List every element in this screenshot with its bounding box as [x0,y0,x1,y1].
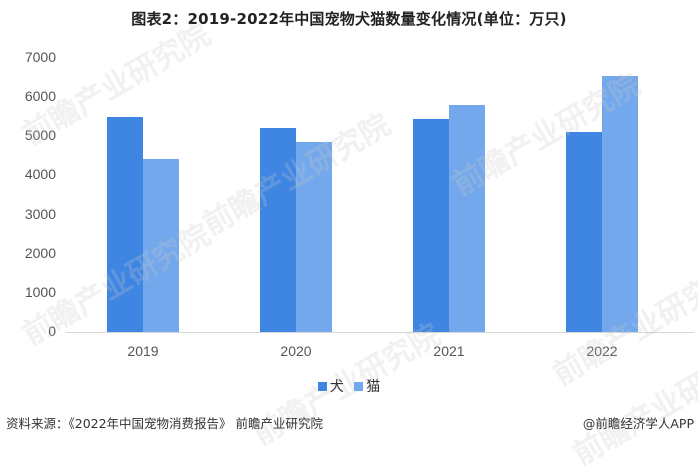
bar-cat-2019[interactable] [143,159,179,332]
bar-dog-2021[interactable] [413,119,449,332]
y-tick-label: 6000 [24,88,56,105]
legend: 犬 猫 [0,376,698,396]
bar-dog-2019[interactable] [107,116,143,332]
legend-item-dog[interactable]: 犬 [317,376,344,396]
x-tick-label: 2020 [280,343,312,359]
bar-chart: 0 1000 2000 3000 4000 5000 6000 7000 2019 2020 202… [17,17,698,472]
y-tick-label: 7000 [24,49,56,65]
x-tick-label: 2019 [127,343,159,359]
source-note: 资料来源：《2022年中国宠物消费报告》 前瞻产业研究院 [6,416,324,431]
legend-label-dog: 犬 [329,379,344,395]
y-tick-label: 5000 [24,127,56,144]
x-tick-label: 2021 [433,343,465,359]
y-tick-label: 4000 [24,166,56,183]
bar-dog-2022[interactable] [566,131,602,332]
y-tick-label: 3000 [24,205,56,222]
y-tick-label: 2000 [24,244,56,261]
y-tick-label: 1000 [24,283,56,300]
legend-item-cat[interactable]: 猫 [354,376,380,396]
bar-cat-2021[interactable] [449,104,485,332]
legend-label-cat: 猫 [366,379,381,395]
y-tick-label: 0 [48,323,56,339]
legend-swatch-cat [354,381,364,391]
bar-dog-2020[interactable] [260,127,296,332]
credit-note: @前瞻经济学人APP [582,416,694,431]
legend-swatch-dog [317,381,327,391]
bar-cat-2020[interactable] [296,141,332,332]
x-axis-line [66,332,694,333]
bar-cat-2022[interactable] [602,76,638,332]
chart-title: 图表2：2019-2022年中国宠物犬猫数量变化情况(单位：万只) [131,10,567,28]
x-tick-label: 2022 [586,343,618,359]
